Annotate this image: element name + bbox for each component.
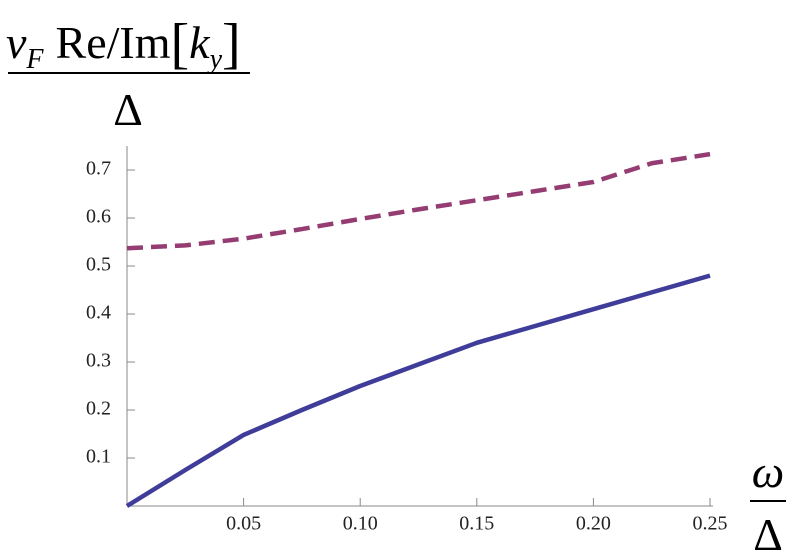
x-axis-label: ω: [752, 446, 784, 497]
y-tick-label: 0.3: [86, 350, 111, 372]
y-axis-label-denominator: Δ: [113, 84, 143, 135]
x-axis-label-denominator: Δ: [753, 509, 783, 556]
y-tick-label: 0.6: [86, 206, 111, 228]
y-axis-label: vF Re/Im[ky]: [6, 13, 241, 75]
y-tick-label: 0.4: [86, 302, 111, 324]
series-line: [126, 151, 711, 251]
x-tick-label: 0.15: [459, 513, 494, 535]
y-tick-label: 0.5: [86, 254, 111, 276]
y-tick-label: 0.7: [86, 158, 111, 180]
x-tick-label: 0.05: [226, 513, 261, 535]
label-part: ]: [222, 13, 241, 75]
label-part: k: [189, 17, 211, 68]
y-tick-label: 0.1: [86, 446, 111, 468]
label-part: F: [25, 44, 44, 75]
series-line: [125, 273, 711, 508]
label-part: y: [207, 44, 223, 75]
label-part: v: [6, 17, 27, 68]
y-tick-label: 0.2: [86, 398, 111, 420]
x-tick-label: 0.25: [693, 513, 728, 535]
label-part: [: [171, 13, 190, 75]
label-part: Re/Im: [56, 17, 171, 68]
x-tick-label: 0.10: [343, 513, 378, 535]
x-tick-label: 0.20: [576, 513, 611, 535]
